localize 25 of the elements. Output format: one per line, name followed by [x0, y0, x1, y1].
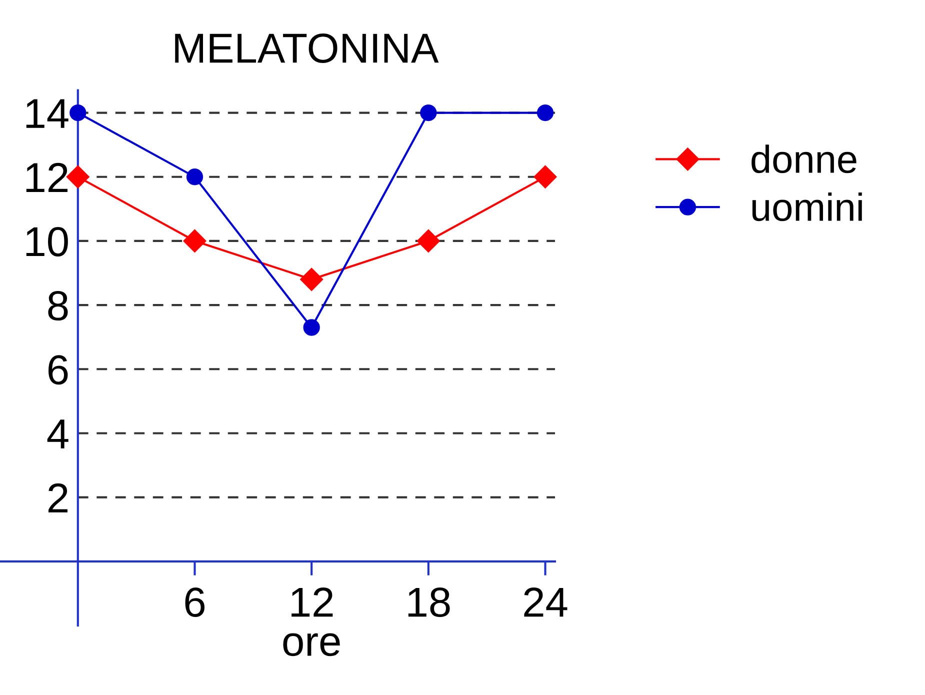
- point: [186, 168, 204, 186]
- x-tick-label: 24: [524, 588, 568, 617]
- point: [70, 104, 86, 122]
- point: [300, 268, 324, 291]
- point: [183, 229, 206, 252]
- y-tick-label: 12: [26, 162, 68, 192]
- x-tick-label: 6: [185, 588, 204, 618]
- point: [420, 104, 437, 122]
- y-tick-label: 14: [26, 99, 68, 128]
- chart-title: MELATONINA: [175, 33, 439, 63]
- point: [534, 165, 557, 188]
- x-tick-label: 12: [292, 588, 333, 617]
- point: [66, 165, 90, 188]
- point: [303, 319, 320, 336]
- x-tick-label: 18: [408, 588, 450, 618]
- y-tick-label: 4: [47, 420, 68, 448]
- legend-label: donne: [752, 144, 856, 174]
- y-tick-label: 10: [26, 226, 68, 256]
- y-tick-label: 2: [48, 483, 68, 512]
- x-axis-title: ore: [283, 633, 340, 656]
- y-tick-label: 6: [48, 355, 68, 385]
- point: [416, 229, 440, 252]
- y-tick-label: 8: [48, 291, 68, 321]
- legend-label: uomini: [752, 192, 862, 222]
- point: [536, 104, 554, 122]
